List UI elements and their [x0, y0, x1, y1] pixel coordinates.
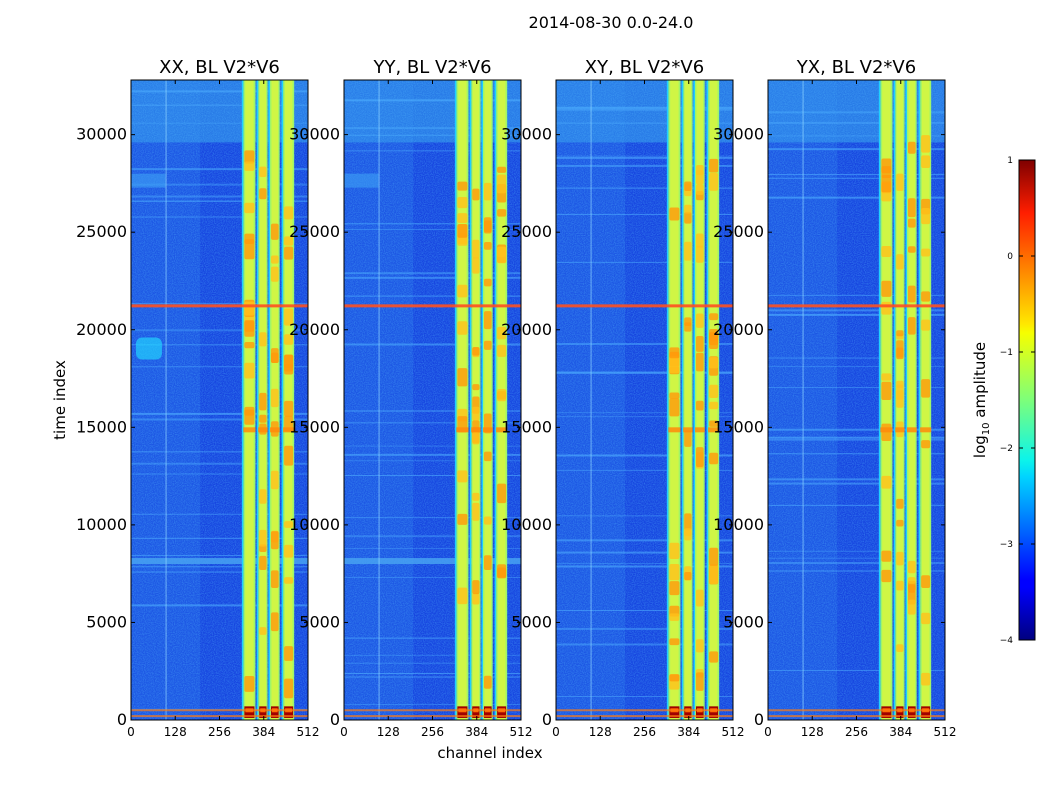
rfi-row	[556, 304, 733, 308]
panel-yy: YY, BL V2*V6 0 128 256 384 512 0 5000 10000 15000…	[289, 57, 532, 739]
x-tick-label: 384	[465, 725, 488, 739]
y-tick-label: 25000	[501, 222, 552, 241]
rfi-row	[131, 304, 308, 308]
colorbar-ticks: 1 0 −1 −2 −3 −4	[1000, 156, 1035, 646]
y-tick-label: 15000	[76, 417, 127, 436]
colorbar-tick-label: −3	[1000, 540, 1013, 550]
colorbar-label-sub: 10	[981, 422, 992, 435]
y-tick-label: 15000	[501, 417, 552, 436]
panel-title: YX, BL V2*V6	[796, 57, 916, 78]
y-tick-label: 30000	[289, 125, 340, 144]
x-tick-label: 256	[845, 725, 868, 739]
rfi-row	[556, 709, 733, 712]
colorbar-tick-label: 1	[1007, 156, 1013, 166]
x-tick-label: 0	[340, 725, 348, 739]
y-tick-label: 5000	[299, 612, 340, 631]
colorbar-label-main: log	[971, 435, 989, 458]
x-tick-label: 512	[297, 725, 320, 739]
x-axis-label: channel index	[437, 744, 542, 762]
heatmap-image	[131, 80, 308, 720]
rfi-row	[131, 709, 308, 712]
x-tick-label: 384	[677, 725, 700, 739]
colorbar-gradient	[1018, 159, 1036, 641]
y-axis-label: time index	[51, 360, 69, 440]
y-tick-label: 0	[542, 710, 552, 729]
heatmap-panels: XX, BL V2*V6 0 128 256 384 512 0 5000 10000 15000…	[76, 57, 956, 739]
panel-title: YY, BL V2*V6	[372, 57, 491, 78]
y-tick-label: 0	[117, 710, 127, 729]
x-tick-label: 0	[764, 725, 772, 739]
rfi-row	[344, 304, 521, 308]
figure-suptitle: 2014-08-30 0.0-24.0	[529, 13, 694, 32]
x-tick-label: 384	[889, 725, 912, 739]
colorbar-label-rest: amplitude	[971, 342, 989, 423]
rfi-row	[344, 709, 521, 712]
heatmap-image	[768, 80, 945, 720]
y-tick-label: 20000	[501, 320, 552, 339]
panel-xx: XX, BL V2*V6 0 128 256 384 512 0 5000 10000 15000…	[76, 57, 319, 739]
y-tick-label: 30000	[501, 125, 552, 144]
x-tick-label: 512	[934, 725, 957, 739]
x-tick-label: 128	[377, 725, 400, 739]
x-tick-label: 512	[510, 725, 533, 739]
y-tick-label: 20000	[76, 320, 127, 339]
x-tick-label: 256	[208, 725, 231, 739]
x-tick-label: 128	[801, 725, 824, 739]
colorbar-tick-label: −4	[1000, 636, 1014, 646]
x-tick-label: 384	[252, 725, 275, 739]
y-tick-label: 5000	[86, 612, 127, 631]
panel-title: XY, BL V2*V6	[585, 57, 704, 78]
y-tick-label: 5000	[723, 612, 764, 631]
x-tick-label: 0	[127, 725, 135, 739]
y-tick-label: 25000	[713, 222, 764, 241]
y-tick-label: 10000	[713, 515, 764, 534]
y-tick-label: 15000	[289, 417, 340, 436]
y-tick-label: 25000	[289, 222, 340, 241]
x-tick-label: 512	[722, 725, 745, 739]
heatmap-image	[556, 80, 733, 720]
x-tick-label: 256	[421, 725, 444, 739]
colorbar-label: log10 amplitude	[971, 342, 992, 458]
y-tick-label: 25000	[76, 222, 127, 241]
rfi-row	[768, 709, 945, 712]
y-tick-label: 10000	[501, 515, 552, 534]
x-tick-label: 256	[633, 725, 656, 739]
colorbar-tick-label: −1	[1000, 348, 1013, 358]
rfi-row	[768, 304, 945, 308]
x-tick-label: 128	[589, 725, 612, 739]
panel-yx: YX, BL V2*V6 0 128 256 384 512 0 5000 10000 15000…	[713, 57, 956, 739]
colorbar-tick-label: −2	[1000, 444, 1013, 454]
y-tick-label: 15000	[713, 417, 764, 436]
y-tick-label: 5000	[511, 612, 552, 631]
x-tick-label: 128	[164, 725, 187, 739]
y-tick-label: 20000	[289, 320, 340, 339]
y-tick-label: 10000	[289, 515, 340, 534]
y-tick-label: 0	[754, 710, 764, 729]
panel-title: XX, BL V2*V6	[159, 57, 280, 78]
y-tick-label: 30000	[76, 125, 127, 144]
colorbar-tick-label: 0	[1007, 252, 1013, 262]
x-tick-label: 0	[552, 725, 560, 739]
panel-xy: XY, BL V2*V6 0 128 256 384 512 0 5000 10000 15000…	[501, 57, 744, 739]
y-tick-label: 30000	[713, 125, 764, 144]
y-tick-label: 10000	[76, 515, 127, 534]
colorbar: 10−1−2−3−4 log10 amplitude	[971, 156, 1036, 646]
y-tick-label: 20000	[713, 320, 764, 339]
heatmap-image	[344, 80, 521, 720]
y-tick-label: 0	[330, 710, 340, 729]
